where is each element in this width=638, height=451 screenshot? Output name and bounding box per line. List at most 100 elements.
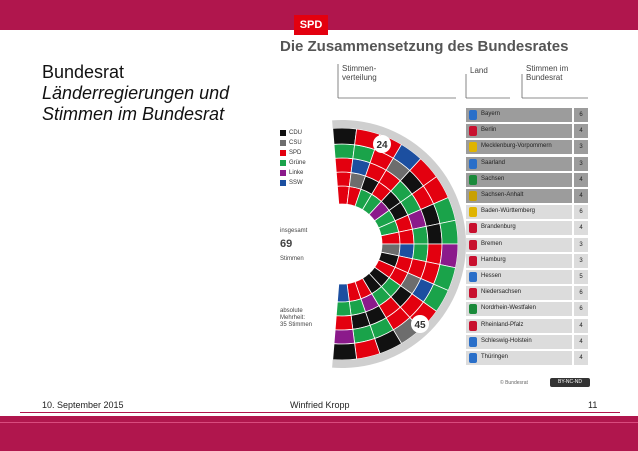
legend-swatch	[280, 130, 286, 136]
state-row: Sachsen 4	[466, 172, 590, 188]
state-name: Bayern	[481, 111, 501, 117]
state-bar	[466, 237, 572, 252]
state-name: Berlin	[481, 127, 497, 134]
state-bar	[466, 270, 572, 284]
col-distribution: Stimmen- verteilung	[342, 64, 377, 82]
total-label: insgesamt	[280, 228, 308, 234]
coat-of-arms-icon	[469, 320, 477, 331]
coat-of-arms-icon	[469, 288, 477, 299]
coat-of-arms-icon	[469, 255, 477, 266]
state-name: Hessen	[481, 273, 502, 279]
legend-swatch	[280, 150, 286, 156]
state-bar	[466, 140, 572, 155]
seat-segment	[439, 219, 459, 245]
legend-swatch	[280, 160, 286, 166]
footer-divider	[20, 412, 620, 413]
state-bar	[466, 351, 572, 365]
legend-swatch	[280, 140, 286, 146]
state-votes: 4	[574, 172, 588, 187]
state-bar	[466, 318, 572, 333]
seat-segment	[333, 143, 356, 160]
legend-item: SPD	[280, 150, 301, 156]
state-bar	[466, 253, 572, 268]
state-row: Mecklenburg-Vorpommern 3	[466, 140, 590, 155]
seat-segment	[334, 314, 354, 331]
legend-label: CSU	[289, 140, 302, 146]
state-row: Bayern 6	[466, 108, 590, 123]
license-badge: BY-NC-ND	[550, 378, 590, 387]
legend-label: Linke	[289, 170, 304, 176]
bottom-bar	[0, 416, 638, 451]
state-votes: 3	[574, 237, 588, 252]
state-bar	[466, 108, 572, 122]
coat-of-arms-icon	[469, 126, 477, 137]
state-row: Niedersachsen 6	[466, 286, 590, 301]
marker-badge	[373, 135, 391, 153]
state-name: Rheinland-Pfalz	[481, 321, 524, 328]
state-row: Hessen 5	[466, 270, 590, 285]
state-votes: 3	[574, 156, 588, 171]
state-name: Niedersachsen	[481, 289, 522, 296]
coat-of-arms-icon	[469, 207, 477, 218]
coat-of-arms-icon	[469, 336, 477, 347]
state-row: Nordrhein-Westfalen 6	[466, 302, 590, 317]
seat-segment	[439, 243, 459, 269]
coat-of-arms-icon	[469, 110, 477, 120]
majority-text: absolute Mehrheit: 35 Stimmen	[280, 308, 313, 328]
legend-label: Grüne	[289, 160, 306, 166]
seat-wheel: 24 45	[332, 120, 466, 369]
state-name: Thüringen	[481, 354, 509, 360]
marker-badge	[411, 315, 429, 333]
state-votes: 4	[574, 334, 588, 349]
state-bar	[466, 205, 572, 220]
seat-segment	[411, 225, 429, 245]
title-line-1: Bundesrat	[42, 62, 125, 82]
seat-segment	[335, 171, 352, 187]
state-bar	[466, 302, 572, 317]
coat-of-arms-icon	[469, 239, 477, 250]
state-row: Schleswig-Holstein 4	[466, 334, 590, 350]
legend-label: CDU	[289, 130, 302, 136]
slide-title: Bundesrat Länderregierungen und Stimmen …	[42, 62, 229, 125]
state-row: Baden-Württemberg 6	[466, 205, 590, 220]
state-row: Hamburg 3	[466, 253, 590, 269]
seat-segment	[425, 223, 443, 245]
state-votes: 6	[574, 205, 588, 220]
footer-page: 11	[588, 400, 598, 410]
state-votes: 4	[574, 189, 588, 203]
marker-label: 24	[376, 140, 388, 151]
col-votes: Stimmen im Bundesrat	[526, 64, 569, 82]
state-name: Mecklenburg-Vorpommern	[481, 143, 552, 150]
state-votes: 4	[574, 124, 588, 139]
total-unit: Stimmen	[280, 256, 304, 262]
coat-of-arms-icon	[469, 223, 477, 234]
state-votes: 6	[574, 108, 588, 122]
col-land: Land	[470, 66, 488, 75]
state-name: Sachsen-Anhalt	[481, 192, 524, 198]
seat-segment	[332, 342, 358, 361]
seat-segment	[334, 157, 354, 174]
coat-of-arms-icon	[469, 272, 477, 282]
state-votes: 4	[574, 351, 588, 365]
state-name: Bremen	[481, 240, 503, 247]
state-bar	[466, 189, 572, 203]
total-value: 69	[280, 238, 293, 250]
bundesrat-graphic: Die Zusammensetzung des Bundesrates Stim…	[270, 36, 600, 394]
marker-label: 45	[414, 320, 426, 331]
legend-swatch	[280, 180, 286, 186]
state-name: Baden-Württemberg	[481, 208, 536, 215]
state-name: Schleswig-Holstein	[481, 337, 532, 344]
state-bar	[466, 172, 572, 187]
seat-segment	[398, 228, 415, 245]
state-name: Brandenburg	[481, 224, 516, 231]
legend-item: CDU	[280, 130, 302, 136]
header-lines	[337, 64, 588, 99]
state-votes: 6	[574, 302, 588, 317]
seat-segment	[332, 127, 358, 146]
state-bar	[466, 221, 572, 236]
coat-of-arms-icon	[469, 142, 477, 153]
state-name: Sachsen	[481, 175, 505, 182]
coat-of-arms-icon	[469, 353, 477, 363]
state-votes: 3	[574, 253, 588, 268]
state-votes: 4	[574, 318, 588, 333]
